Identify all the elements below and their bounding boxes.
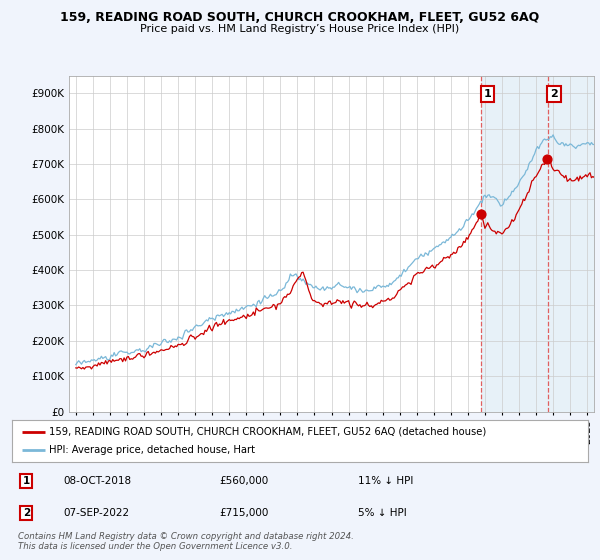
Text: £715,000: £715,000: [220, 508, 269, 518]
Text: 11% ↓ HPI: 11% ↓ HPI: [358, 476, 413, 486]
Text: 1: 1: [23, 476, 30, 486]
Text: 159, READING ROAD SOUTH, CHURCH CROOKHAM, FLEET, GU52 6AQ: 159, READING ROAD SOUTH, CHURCH CROOKHAM…: [61, 11, 539, 24]
Text: 5% ↓ HPI: 5% ↓ HPI: [358, 508, 406, 518]
Text: 08-OCT-2018: 08-OCT-2018: [64, 476, 132, 486]
Point: [542, 154, 552, 163]
Text: HPI: Average price, detached house, Hart: HPI: Average price, detached house, Hart: [49, 445, 256, 455]
Text: Price paid vs. HM Land Registry’s House Price Index (HPI): Price paid vs. HM Land Registry’s House …: [140, 24, 460, 34]
Text: £560,000: £560,000: [220, 476, 269, 486]
Text: Contains HM Land Registry data © Crown copyright and database right 2024.
This d: Contains HM Land Registry data © Crown c…: [18, 532, 354, 552]
Text: 2: 2: [550, 89, 558, 99]
Text: 159, READING ROAD SOUTH, CHURCH CROOKHAM, FLEET, GU52 6AQ (detached house): 159, READING ROAD SOUTH, CHURCH CROOKHAM…: [49, 427, 487, 437]
Text: 1: 1: [484, 89, 491, 99]
Text: 07-SEP-2022: 07-SEP-2022: [64, 508, 130, 518]
Text: 2: 2: [23, 508, 30, 518]
Point: [476, 209, 485, 218]
Bar: [481, 76, 600, 412]
